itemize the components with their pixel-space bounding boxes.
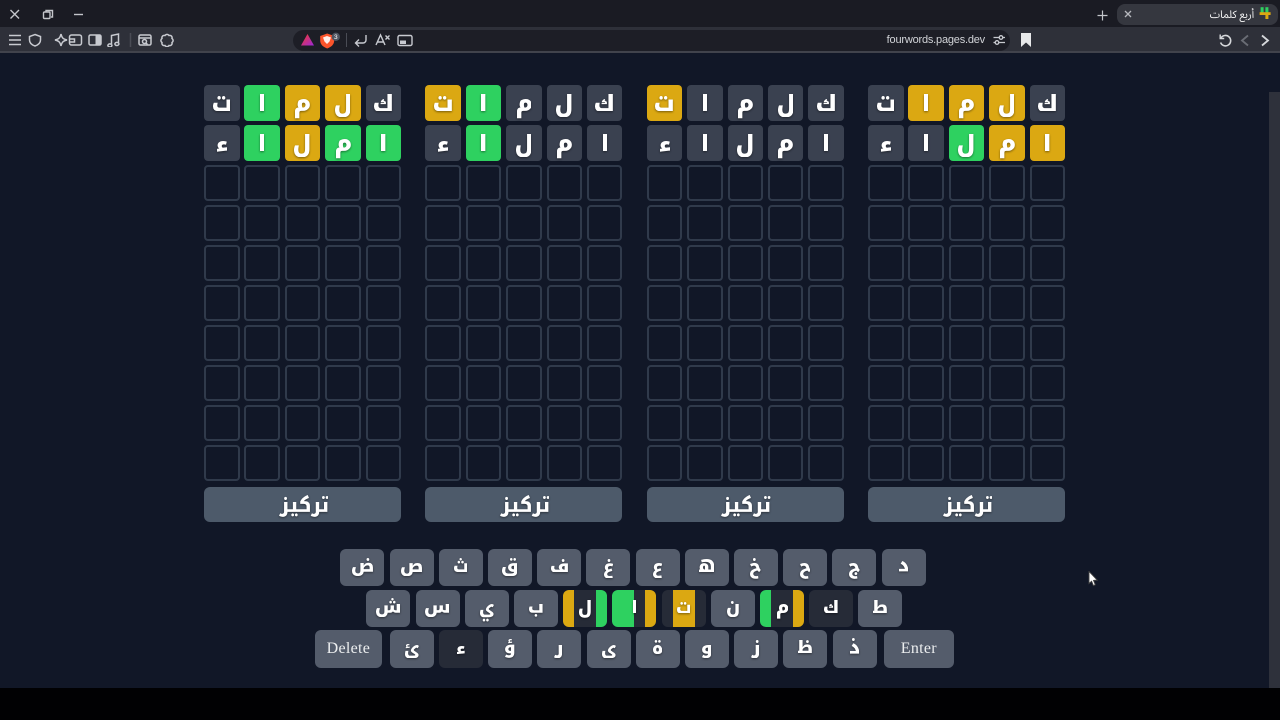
svg-text:3: 3: [334, 34, 338, 41]
